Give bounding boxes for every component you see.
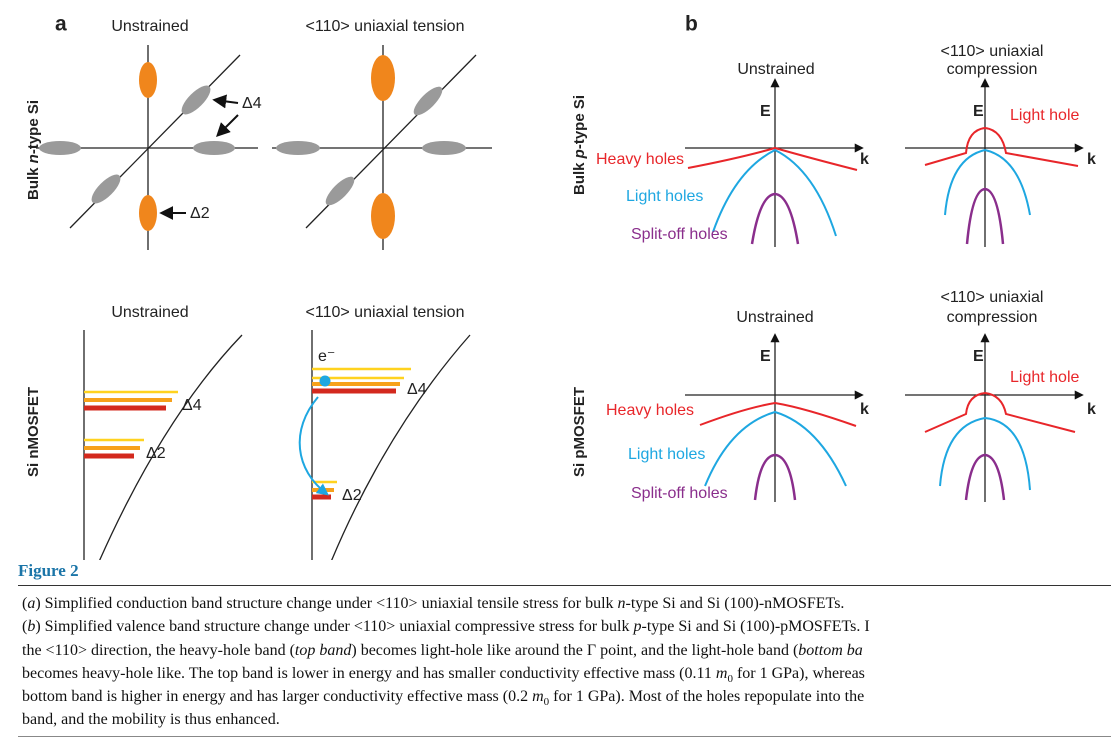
annotation: Δ2 bbox=[146, 445, 166, 462]
panel-label: b bbox=[685, 13, 698, 36]
text-segment: p bbox=[571, 149, 588, 159]
band-diagram bbox=[905, 78, 1084, 247]
panel-label: a bbox=[55, 13, 67, 36]
caption-line: band, and the mobility is thus enhanced. bbox=[18, 708, 1111, 731]
text-segment: Si pMOSFET bbox=[571, 387, 588, 477]
text-segment: Bulk bbox=[25, 163, 42, 200]
text-segment: bottom band is higher in energy and has … bbox=[22, 688, 533, 706]
text-segment: Si nMOSFET bbox=[25, 387, 42, 477]
subplot-title: Unstrained bbox=[736, 309, 813, 326]
caption-line: (b) Simplified valence band structure ch… bbox=[18, 615, 1111, 638]
row-label: Si nMOSFET bbox=[25, 387, 42, 477]
band-label: Light holes bbox=[626, 188, 703, 205]
annotation: e⁻ bbox=[318, 348, 335, 365]
text-segment: ) becomes light-hole like around the Γ p… bbox=[351, 641, 799, 659]
text-segment: -type Si and Si (100)-nMOSFETs. bbox=[625, 595, 845, 612]
subplot-title: <110> uniaxial tension bbox=[306, 18, 465, 35]
axis-label: k bbox=[1087, 401, 1096, 418]
text-segment: b bbox=[27, 618, 36, 636]
annotation: Δ2 bbox=[190, 205, 210, 222]
text-segment: Bulk bbox=[571, 158, 588, 195]
axis-label: E bbox=[973, 348, 984, 365]
caption-line: the <110> direction, the heavy-hole band… bbox=[18, 639, 1111, 662]
band-label: Heavy holes bbox=[596, 151, 684, 168]
band-label: Light hole bbox=[1010, 107, 1079, 124]
subplot-title: compression bbox=[947, 61, 1038, 78]
band-label: Light hole bbox=[1010, 369, 1079, 386]
text-segment: top band bbox=[294, 641, 352, 659]
text-segment: p bbox=[633, 618, 642, 636]
band-label: Split-off holes bbox=[631, 226, 728, 243]
text-segment: for 1 GPa). Most of the holes repopulate… bbox=[549, 688, 865, 706]
band-diagram bbox=[83, 330, 243, 560]
figure-title: Figure 2 bbox=[18, 561, 79, 580]
subplot-title: Unstrained bbox=[737, 61, 814, 78]
row-label: Si pMOSFET bbox=[571, 387, 588, 477]
text-segment: band, and the mobility is thus enhanced. bbox=[22, 711, 280, 729]
text-segment: n bbox=[617, 595, 626, 612]
text-segment: m bbox=[532, 688, 544, 706]
annotation: Δ2 bbox=[342, 487, 362, 504]
band-label: Heavy holes bbox=[606, 402, 694, 419]
band-diagram bbox=[685, 78, 864, 247]
axis-label: E bbox=[973, 103, 984, 120]
text-segment: 0 bbox=[543, 696, 550, 709]
row-label: Bulk p-type Si bbox=[571, 95, 588, 195]
caption-line: (a) Simplified conduction band structure… bbox=[18, 592, 1111, 615]
axis-label: E bbox=[760, 348, 771, 365]
text-segment: -type Si bbox=[571, 95, 588, 149]
text-segment: 0 bbox=[727, 673, 733, 686]
axis-label: k bbox=[860, 151, 869, 168]
caption-line: becomes heavy-hole like. The top band is… bbox=[18, 662, 1111, 685]
band-diagram bbox=[685, 333, 864, 502]
caption-line: bottom band is higher in energy and has … bbox=[18, 685, 1111, 708]
text-segment: bottom ba bbox=[798, 641, 863, 659]
subplot-title: <110> uniaxial bbox=[941, 289, 1044, 306]
band-label: Light holes bbox=[628, 446, 705, 463]
text-segment: ) Simplified conduction band structure c… bbox=[35, 595, 618, 612]
text-segment: m bbox=[715, 664, 728, 682]
annotation: Δ4 bbox=[182, 397, 202, 414]
text-segment: -type Si and Si (100)-pMOSFETs. I bbox=[641, 618, 870, 636]
figure: a Unstrained <110> uniaxial tension Bulk… bbox=[25, 13, 1096, 560]
text-segment: n bbox=[25, 154, 42, 163]
axis-label: E bbox=[760, 103, 771, 120]
text-segment: ( bbox=[22, 618, 28, 636]
band-diagram bbox=[298, 330, 471, 560]
caption: (a) Simplified conduction band structure… bbox=[18, 585, 1111, 737]
text-segment: becomes heavy-hole like. The top band is… bbox=[22, 664, 716, 682]
text-segment: ) Simplified valence band structure chan… bbox=[35, 618, 634, 636]
subplot-title: <110> uniaxial tension bbox=[306, 304, 465, 321]
axis-label: k bbox=[1087, 151, 1096, 168]
band-label: Split-off holes bbox=[631, 485, 728, 502]
subplot-title: Unstrained bbox=[111, 18, 188, 35]
text-segment: the <110> direction, the heavy-hole band… bbox=[22, 641, 295, 659]
subplot-title: compression bbox=[947, 309, 1038, 326]
text-segment: -type Si bbox=[25, 100, 42, 154]
text-segment: a bbox=[27, 595, 36, 612]
valley-diagram bbox=[272, 45, 492, 250]
valley-diagram bbox=[36, 45, 258, 250]
text-segment: for 1 GPa), whereas bbox=[732, 664, 865, 682]
annotation: Δ4 bbox=[242, 95, 262, 112]
row-label: Bulk n-type Si bbox=[25, 100, 42, 200]
annotation: Δ4 bbox=[407, 381, 427, 398]
subplot-title: Unstrained bbox=[111, 304, 188, 321]
axis-label: k bbox=[860, 401, 869, 418]
subplot-title: <110> uniaxial bbox=[941, 43, 1044, 60]
band-diagram bbox=[905, 333, 1084, 502]
text-segment: ( bbox=[22, 595, 28, 612]
